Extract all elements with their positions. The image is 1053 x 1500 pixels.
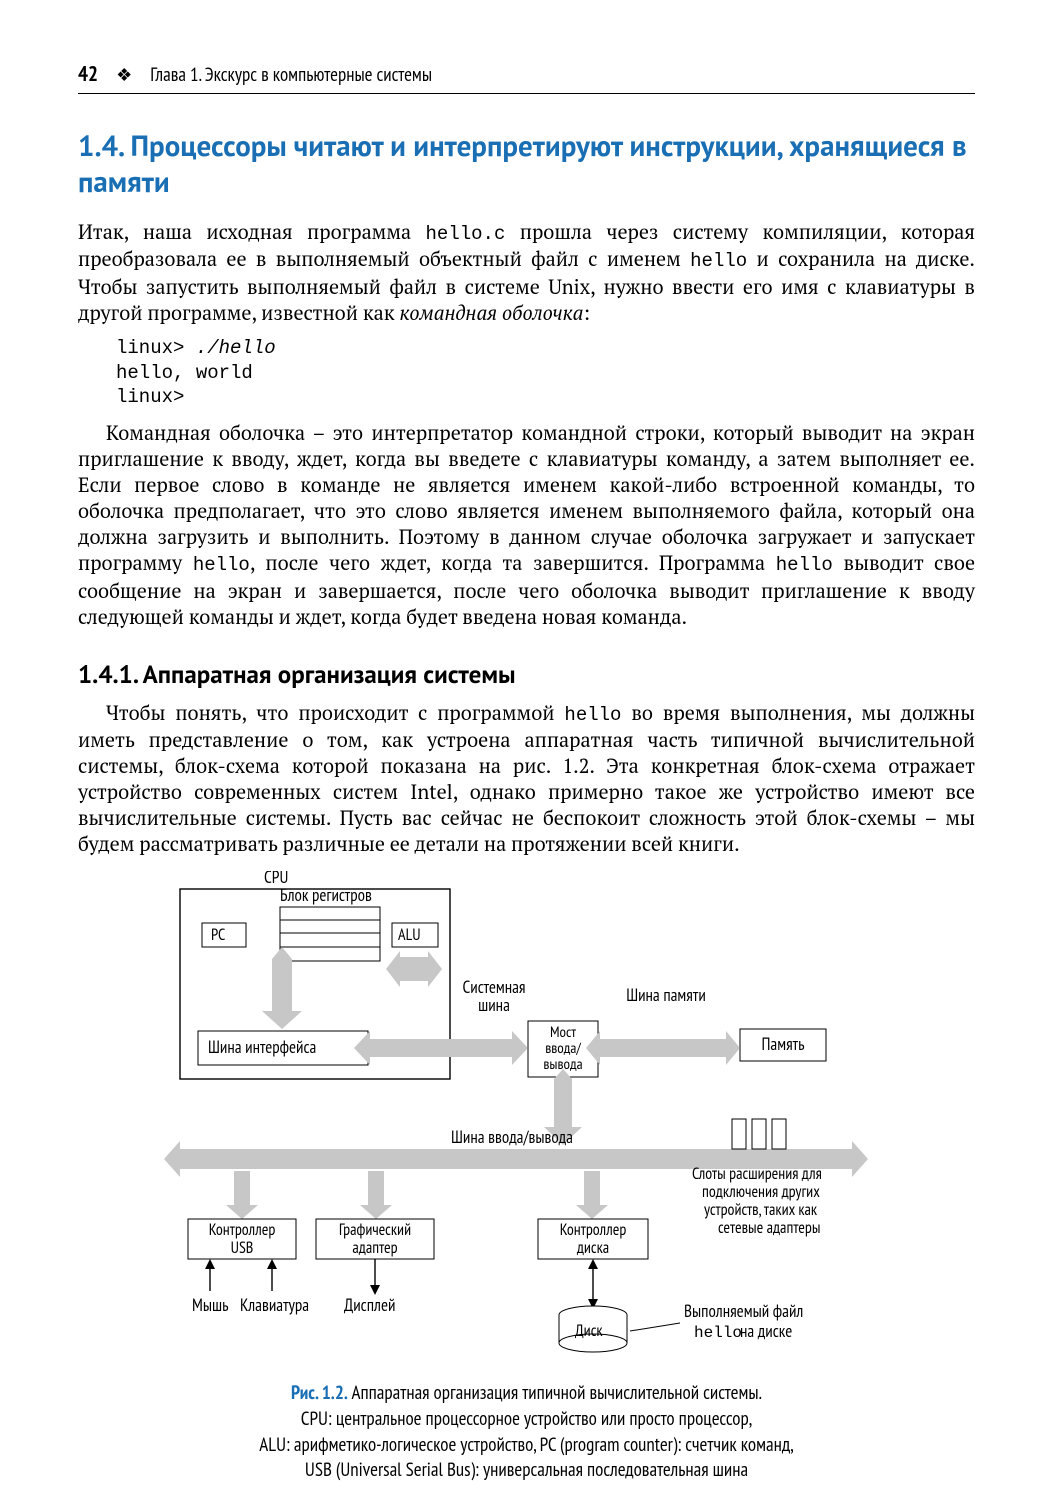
memory-bus-label: Шина памяти (626, 984, 706, 1006)
figure-caption-label: Рис. 1.2. (291, 1381, 348, 1405)
pc-label: PC (211, 925, 225, 945)
section-number: 1.4. (78, 127, 123, 165)
figure-1-2: CPU Блок регистров PC ALU Шина ин (132, 871, 922, 1484)
arrow-iobus-usb-icon (226, 1171, 258, 1219)
memory-label: Память (761, 1033, 805, 1055)
display-label: Дисплей (344, 1294, 395, 1316)
code-block: linux> ./hello hello, world linux> (116, 336, 975, 410)
chapter-title: Глава 1. Экскурс в компьютерные системы (150, 63, 432, 87)
exp-slots-l2: подключения других (702, 1182, 820, 1202)
figure-caption-l2: CPU: центральное процессорное устройство… (301, 1407, 752, 1431)
alu-label: ALU (398, 925, 421, 945)
arrow-regfile-alu-icon (386, 951, 442, 987)
keyboard-label: Клавиатура (240, 1294, 309, 1316)
diskctrl-l2: диска (576, 1238, 608, 1258)
figure-caption-l1: Аппаратная организация типичной вычислит… (348, 1381, 762, 1405)
section-title: Процессоры читают и интерпретируют инстр… (78, 127, 967, 201)
hardware-diagram: CPU Блок регистров PC ALU Шина ин (132, 871, 922, 1361)
bus-interface-label: Шина интерфейса (208, 1036, 316, 1058)
header-ornament-icon: ❖ (116, 63, 132, 86)
graphics-l1: Графический (338, 1220, 410, 1240)
section-heading: 1.4. Процессоры читают и интерпретируют … (78, 128, 975, 201)
paragraph-3: Чтобы понять, что происходит с программо… (78, 700, 975, 858)
system-bus-label-2: шина (478, 994, 510, 1016)
exp-slots-l4: сетевые адаптеры (718, 1218, 820, 1238)
inline-code: hello (776, 554, 833, 576)
emphasis: командная оболочка (399, 299, 583, 326)
arrow-iobus-disk-icon (576, 1171, 608, 1219)
arrow-system-bus-icon (354, 1031, 528, 1065)
hello-file-code: hello (694, 1324, 742, 1342)
figure-caption-l3: ALU: арифметико-логическое устройство, P… (259, 1433, 794, 1457)
page-number: 42 (78, 60, 98, 87)
diskctrl-l1: Контроллер (559, 1220, 626, 1240)
usb-l2: USB (230, 1238, 253, 1258)
figure-caption: Рис. 1.2. Аппаратная организация типично… (132, 1381, 922, 1484)
running-header: 42 ❖ Глава 1. Экскурс в компьютерные сис… (78, 60, 975, 94)
page: 42 ❖ Глава 1. Экскурс в компьютерные сис… (0, 0, 1053, 1500)
io-bus-label: Шина ввода/вывода (451, 1126, 573, 1148)
inline-code: hello (564, 704, 621, 726)
figure-caption-l4: USB (Universal Serial Bus): универсальна… (305, 1458, 748, 1482)
arrow-iobus-graphics-icon (360, 1171, 392, 1219)
paragraph-2: Командная оболочка – это интерпретатор к… (78, 420, 975, 630)
subsection-heading: 1.4.1. Аппаратная организация системы (78, 658, 975, 690)
hello-file-l3: на диске (740, 1320, 792, 1342)
hello-file-l1: Выполняемый файл (684, 1300, 803, 1322)
usb-l1: Контроллер (208, 1220, 275, 1240)
inline-code: hello (193, 554, 250, 576)
mouse-label: Мышь (192, 1294, 229, 1316)
inline-code: hello.c (426, 223, 506, 245)
register-block-label: Блок регистров (280, 884, 372, 906)
disk-label: Диск (575, 1321, 603, 1341)
subsection-title: Аппаратная организация системы (143, 658, 516, 690)
arrow-memory-bus-icon (586, 1031, 740, 1065)
exp-slots-l3: устройств, таких как (704, 1200, 818, 1220)
graphics-l2: адаптер (352, 1238, 397, 1258)
exp-slots-l1: Слоты расширения для (692, 1164, 822, 1184)
inline-code: hello (690, 250, 747, 272)
paragraph-1: Итак, наша исходная программа hello.c пр… (78, 219, 975, 326)
subsection-number: 1.4.1. (78, 658, 137, 690)
